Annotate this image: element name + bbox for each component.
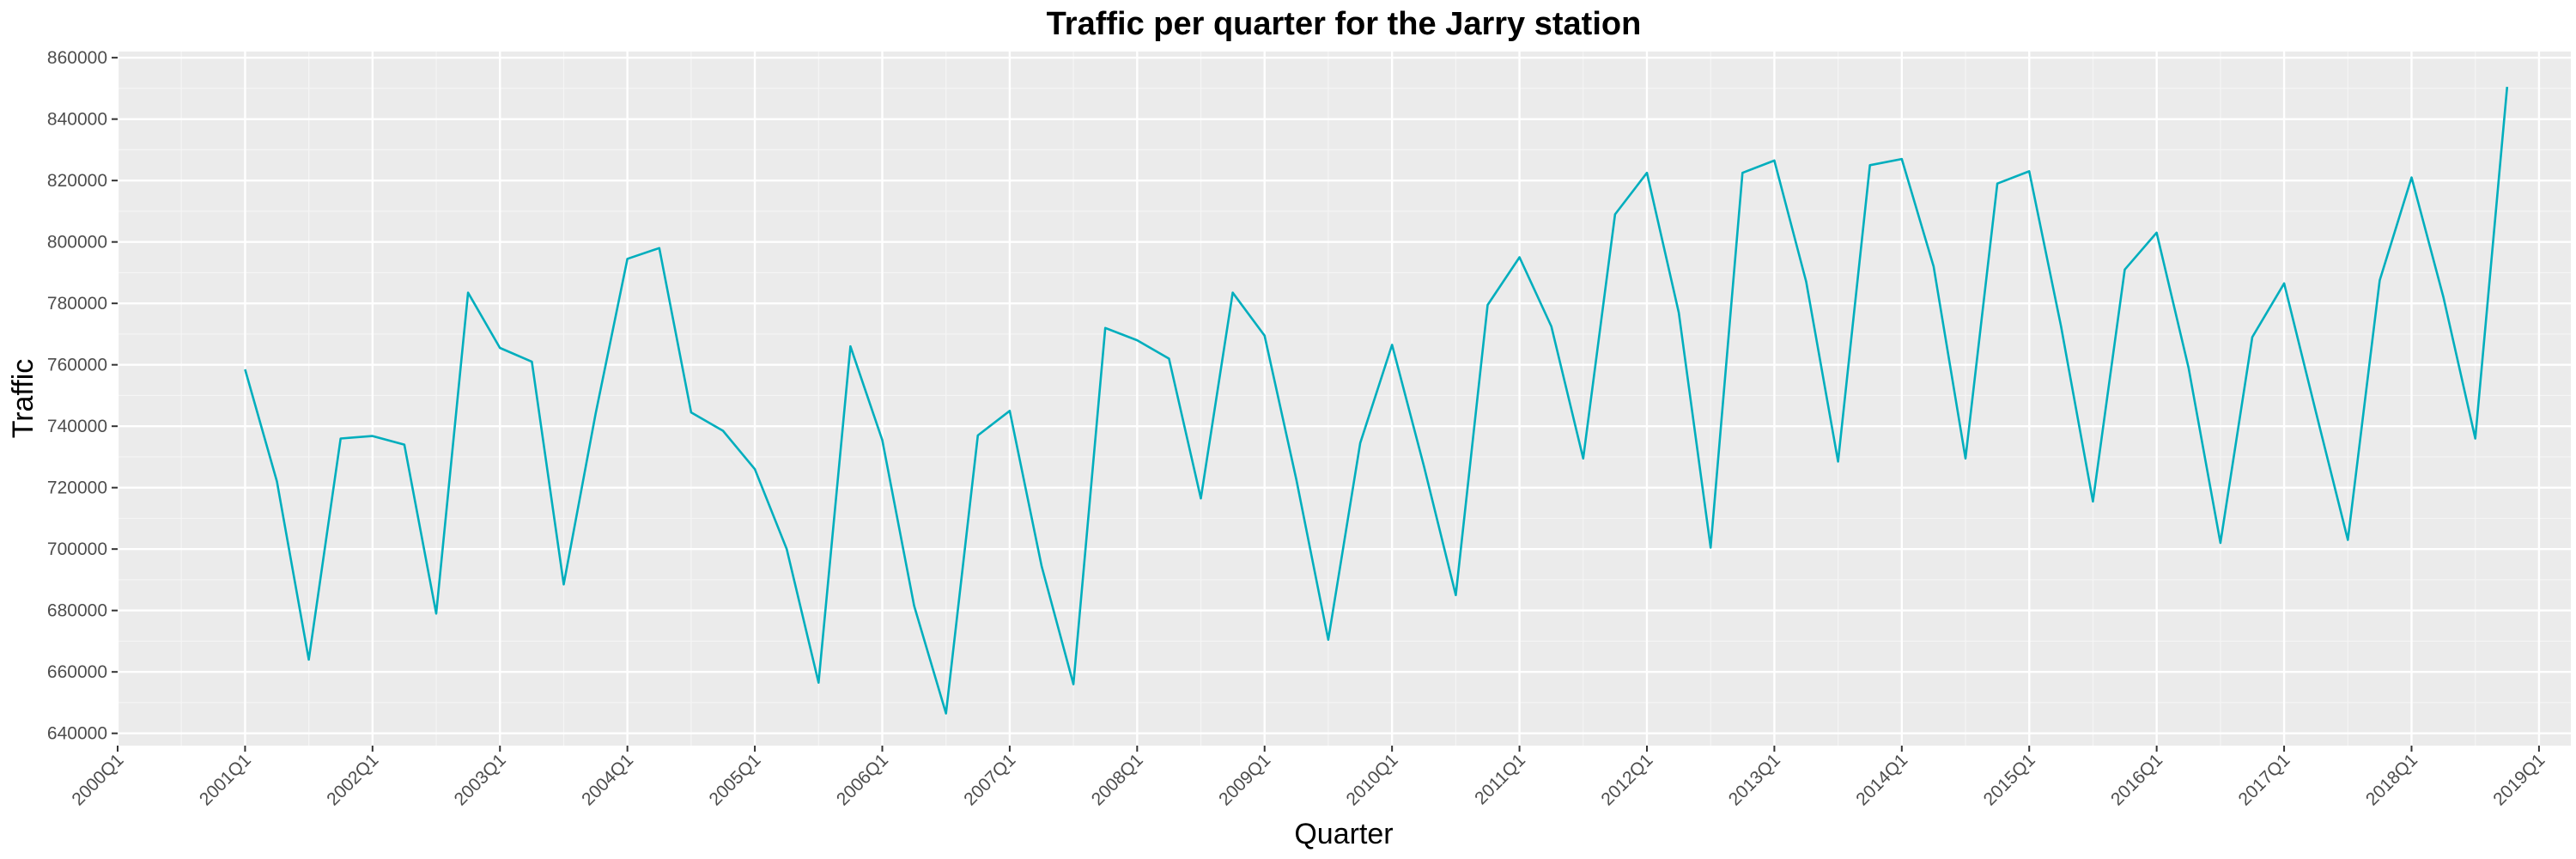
y-tick-label: 800000 — [47, 233, 107, 253]
x-tick-label: 2009Q1 — [1215, 750, 1274, 809]
y-axis-title: Traffic — [7, 359, 39, 439]
y-tick-labels: 640000 660000 680000 700000 720000 740000 7600… — [47, 48, 107, 744]
x-tick-labels: 2000Q1 2001Q1 2002Q1 2003Q1 2004Q1 2005Q1 2006… — [68, 750, 2549, 809]
x-tick-label: 2011Q1 — [1471, 750, 1529, 808]
x-tick-label: 2012Q1 — [1597, 750, 1656, 809]
y-tick-label: 780000 — [47, 294, 107, 314]
x-tick-label: 2014Q1 — [1852, 750, 1911, 809]
y-tick-label: 740000 — [47, 417, 107, 436]
plot-panel — [118, 52, 2571, 746]
y-tick-label: 660000 — [47, 662, 107, 682]
y-tick-label: 760000 — [47, 356, 107, 375]
series-line — [244, 86, 2509, 715]
y-tick-label: 720000 — [47, 478, 107, 498]
y-tick-label: 860000 — [47, 48, 107, 68]
x-tick-label: 2004Q1 — [578, 750, 637, 809]
x-tick-label: 2018Q1 — [2362, 750, 2421, 809]
x-tick-label: 2002Q1 — [323, 750, 382, 809]
x-axis-title: Quarter — [1294, 818, 1393, 850]
x-tick-label: 2003Q1 — [451, 750, 510, 809]
x-tick-label: 2016Q1 — [2107, 750, 2166, 809]
y-tick-label: 820000 — [47, 171, 107, 191]
y-tick-label: 640000 — [47, 724, 107, 744]
x-tick-label: 2013Q1 — [1725, 750, 1784, 809]
x-tick-label: 2006Q1 — [833, 750, 892, 809]
chart-title: Traffic per quarter for the Jarry statio… — [1047, 6, 1642, 42]
series-layer — [244, 86, 2509, 715]
x-tick-label: 2010Q1 — [1343, 750, 1402, 809]
x-tick-label: 2015Q1 — [1980, 750, 2039, 809]
y-tick-label: 840000 — [47, 110, 107, 130]
x-tick-label: 2008Q1 — [1088, 750, 1147, 809]
x-tick-label: 2001Q1 — [196, 750, 255, 809]
x-tick-label: 2000Q1 — [68, 750, 127, 809]
x-tick-label: 2005Q1 — [706, 750, 765, 809]
x-tick-label: 2017Q1 — [2234, 750, 2293, 809]
major-gridlines — [116, 52, 2571, 746]
axis-ticks — [112, 57, 2540, 752]
x-tick-label: 2007Q1 — [960, 750, 1019, 809]
minor-gridlines — [118, 52, 2571, 746]
x-tick-label: 2019Q1 — [2489, 750, 2549, 809]
y-tick-label: 700000 — [47, 539, 107, 559]
y-tick-label: 680000 — [47, 601, 107, 621]
